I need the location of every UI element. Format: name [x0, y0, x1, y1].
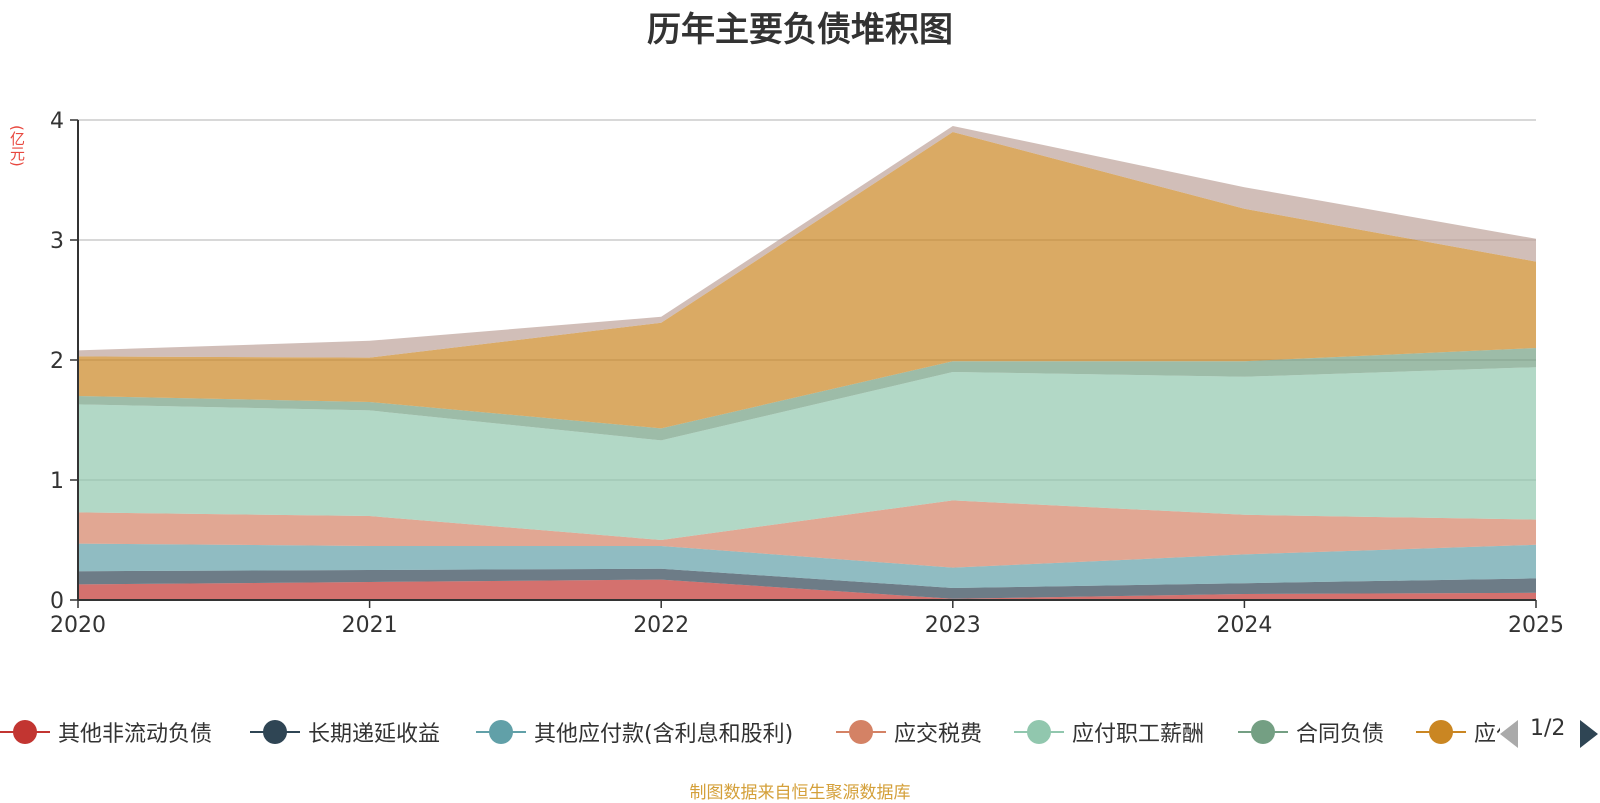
legend-marker-icon [476, 719, 526, 745]
legend-label: 其他应付款(含利息和股利) [534, 722, 794, 747]
stacked-areas [78, 126, 1536, 600]
x-tick-label: 2022 [633, 613, 689, 638]
legend-marker-icon [250, 719, 300, 745]
chart-title: 历年主要负债堆积图 [647, 10, 953, 50]
source-note: 制图数据来自恒生聚源数据库 [689, 783, 911, 803]
x-tick-label: 2021 [342, 613, 398, 638]
legend-pager: 1/2 [1500, 712, 1600, 752]
legend-label: 应付账款 [1474, 722, 1500, 747]
area-series-0[interactable] [78, 579, 1536, 600]
legend-item[interactable]: 合同负债 [1238, 712, 1384, 752]
area-series-4[interactable] [78, 367, 1536, 540]
y-tick-label: 2 [50, 349, 64, 374]
x-tick-label: 2024 [1216, 613, 1272, 638]
legend-item[interactable]: 应付账款 [1416, 712, 1500, 752]
area-series-6[interactable] [78, 132, 1536, 429]
chart-plot: 0 1 2 3 4 2020 2021 2022 2023 2024 2025 [50, 109, 1564, 638]
legend-marker-icon [1238, 719, 1288, 745]
legend-label: 其他非流动负债 [58, 722, 213, 747]
y-tick-label: 4 [50, 109, 64, 134]
y-tick-label: 0 [50, 589, 64, 614]
area-series-2[interactable] [78, 543, 1536, 588]
area-series-5[interactable] [78, 348, 1536, 441]
legend-label: 应付职工薪酬 [1072, 722, 1205, 747]
legend-item[interactable]: 其他非流动负债 [0, 712, 212, 752]
y-tick-label: 3 [50, 229, 64, 254]
x-tick-label: 2020 [50, 613, 106, 638]
area-series-1[interactable] [78, 568, 1536, 599]
x-tick-label: 2025 [1508, 613, 1564, 638]
y-axis-unit-label: (亿元) [8, 125, 26, 167]
legend-page-indicator: 1/2 [1530, 716, 1566, 741]
axes: 0 1 2 3 4 2020 2021 2022 2023 2024 2025 [50, 109, 1564, 638]
legend-item[interactable]: 其他应付款(含利息和股利) [476, 712, 793, 752]
legend-next-page-icon[interactable] [1580, 720, 1598, 748]
legend-item[interactable]: 长期递延收益 [250, 712, 440, 752]
legend: 其他非流动负债 长期递延收益 其他应付款(含利息和股利) 应交税费 应付职工薪酬 合同负债… [0, 712, 1500, 752]
legend-label: 合同负债 [1296, 722, 1385, 747]
legend-prev-page-icon[interactable] [1500, 720, 1518, 748]
area-series-7[interactable] [78, 126, 1536, 358]
y-tick-label: 1 [50, 469, 64, 494]
legend-item[interactable]: 应付职工薪酬 [1014, 712, 1204, 752]
legend-marker-icon [0, 719, 50, 745]
legend-marker-icon [836, 719, 886, 745]
area-series-3[interactable] [78, 500, 1536, 568]
legend-marker-icon [1416, 719, 1466, 745]
legend-marker-icon [1014, 719, 1064, 745]
x-tick-label: 2023 [925, 613, 981, 638]
legend-label: 长期递延收益 [308, 722, 441, 747]
legend-label: 应交税费 [894, 722, 983, 747]
legend-item[interactable]: 应交税费 [836, 712, 982, 752]
